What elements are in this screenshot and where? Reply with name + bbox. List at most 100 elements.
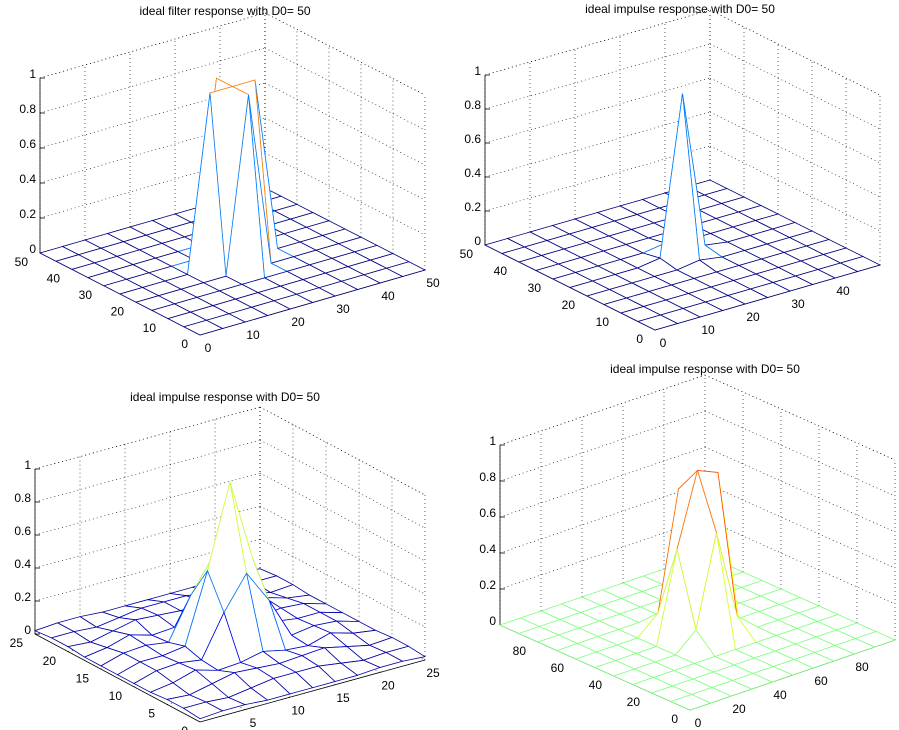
box-edge [484,9,711,76]
grid-line [484,43,711,110]
z-tick-label: 0.6 [19,137,36,151]
x-tick-label: 20 [732,702,746,716]
grid-line [264,82,426,166]
z-tick-label: 0 [489,614,496,628]
y-tick-label: 0 [636,332,643,346]
y-tick-label: 20 [627,695,641,709]
z-tick-label: 0.4 [464,166,481,180]
y-tick-label: 60 [551,661,565,675]
grid-line [484,77,711,144]
z-tick-label: 1 [489,434,496,448]
y-tick-label: 40 [589,678,603,692]
z-tick-label: 0.8 [14,491,31,505]
grid-line [709,43,881,130]
z-tick-label: 0.2 [464,200,481,214]
x-tick-label: 0 [660,336,667,350]
z-tick-label: 0 [474,234,481,248]
y-tick-label: 50 [15,255,29,269]
x-tick-label: 10 [291,703,305,717]
z-tick-label: 0.4 [14,557,31,571]
y-tick-label: 0 [671,712,678,726]
y-tick-label: 80 [513,644,527,658]
y-tick-label: 40 [494,264,508,278]
x-tick-label: 10 [246,328,260,342]
y-tick-label: 15 [76,671,90,685]
y-tick-label: 10 [109,689,123,703]
grid-line [709,111,881,198]
grid-line [704,374,896,461]
surface-plot: ideal impulse response with D0= 50 0 0.2 0.… [10,390,440,730]
chart-title: ideal impulse response with D0= 50 [585,2,775,16]
mesh-cell [669,694,712,711]
x-tick-label: 30 [336,302,350,316]
grid-line [499,518,706,590]
grid-line [704,482,896,569]
grid-line [199,659,426,723]
x-tick-label: 10 [701,323,715,337]
grid-line [264,47,426,131]
x-tick-label: 15 [336,691,350,705]
chart-title: ideal filter response with D0= 50 [139,4,310,18]
y-tick-label: 30 [79,288,93,302]
grid-line [259,406,426,496]
z-tick-label: 0.2 [14,590,31,604]
z-tick-label: 0.6 [14,524,31,538]
z-tick-label: 1 [29,67,36,81]
x-tick-label: 80 [855,660,869,674]
y-tick-label: 20 [562,298,576,312]
grid-line [499,482,706,554]
x-tick-label: 30 [791,297,805,311]
z-tick-label: 0.8 [479,470,496,484]
x-tick-label: 0 [205,728,212,730]
grid-line [34,406,261,470]
y-tick-label: 5 [148,707,155,721]
grid-line [484,9,711,76]
z-tick-label: 0.6 [464,132,481,146]
grid-line [499,410,706,482]
z-tick-label: 0.8 [19,102,36,116]
grid-line [259,472,426,562]
x-tick-label: 40 [381,289,395,303]
grid-line [264,117,426,201]
y-tick-label: 0 [181,724,188,730]
y-tick-label: 30 [528,281,542,295]
grid-line [709,9,881,96]
x-tick-label: 40 [836,284,850,298]
mesh-cell [182,319,224,336]
y-tick-label: 25 [10,636,24,650]
grid-line [709,77,881,164]
grid-line [499,446,706,518]
y-tick-label: 20 [111,304,125,318]
y-tick-label: 10 [143,321,157,335]
surface-plot: ideal impulse response with D0= 50 0 0.2 0.… [460,2,882,350]
y-tick-label: 40 [47,272,61,286]
z-tick-label: 0 [24,623,31,637]
grid-line [704,410,896,497]
y-tick-label: 10 [596,315,610,329]
grid-line [39,12,266,79]
y-tick-label: 20 [43,654,57,668]
axis-line [34,633,201,723]
x-tick-label: 20 [746,310,760,324]
y-tick-label: 0 [181,337,188,351]
x-tick-label: 5 [250,716,257,730]
chart-title: ideal impulse response with D0= 50 [610,362,800,376]
z-tick-label: 0.2 [479,578,496,592]
z-tick-label: 0 [29,242,36,256]
x-tick-label: 25 [426,666,440,680]
grid-line [34,439,261,503]
surface-plot: ideal filter response with D0= 50 0 0.2 0.4… [15,4,440,355]
z-tick-label: 0.2 [19,207,36,221]
z-tick-label: 0.4 [19,172,36,186]
chart-title: ideal impulse response with D0= 50 [130,390,320,404]
z-tick-label: 1 [24,458,31,472]
grid-line [264,12,426,96]
x-tick-label: 40 [773,688,787,702]
grid-line [34,538,261,602]
y-tick-label: 50 [460,247,474,261]
grid-line [259,439,426,529]
mesh-cell [182,701,224,720]
x-tick-label: 20 [291,315,305,329]
grid-line [704,518,896,605]
